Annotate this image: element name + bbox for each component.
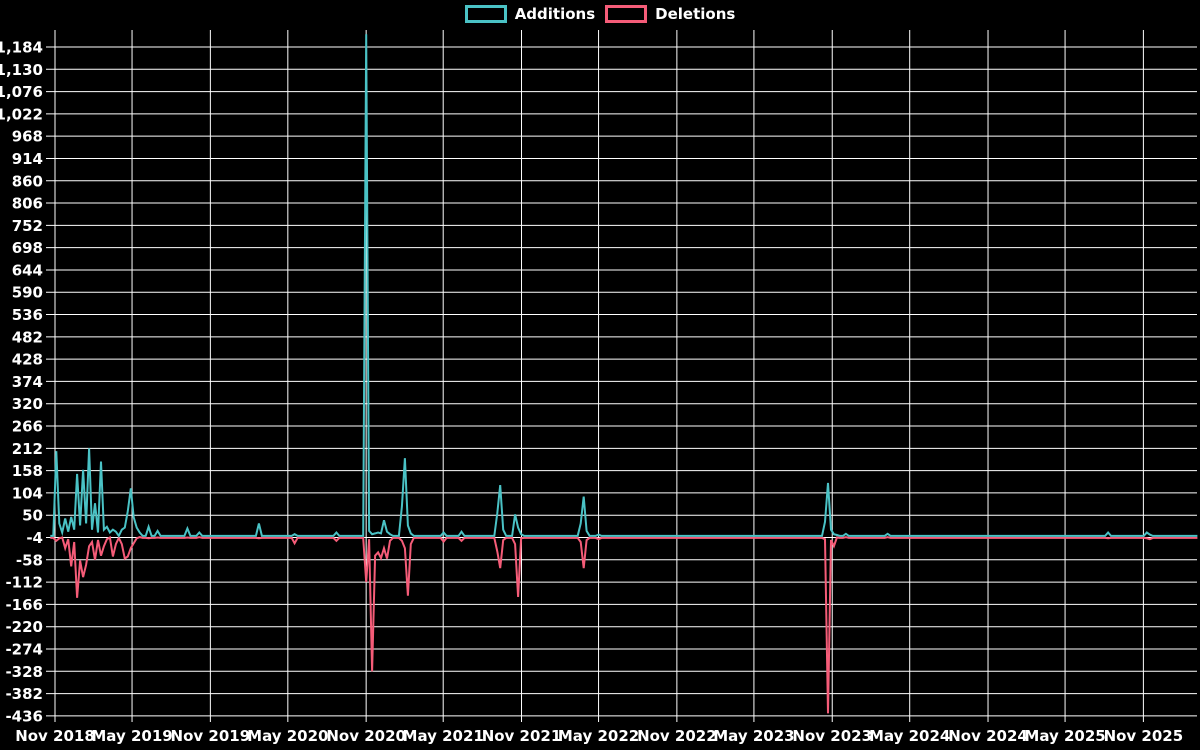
x-tick-label: Nov 2023 [792, 727, 872, 745]
y-tick-label: 374 [12, 373, 43, 391]
x-tick-label: Nov 2022 [637, 727, 717, 745]
x-gridlines [54, 30, 1144, 722]
y-tick-label: 266 [12, 418, 43, 436]
chart-legend: Additions Deletions [0, 5, 1200, 23]
y-gridlines [46, 46, 1197, 717]
y-tick-label: 1,130 [0, 61, 43, 79]
y-tick-label: -220 [5, 618, 43, 636]
y-tick-label: 914 [12, 150, 43, 168]
y-tick-label: 104 [12, 484, 43, 502]
x-tick-label: May 2022 [558, 727, 639, 745]
additions-swatch [464, 5, 507, 23]
y-tick-label: -58 [16, 551, 43, 569]
y-tick-label: 1,076 [0, 83, 43, 101]
y-tick-label: 1,184 [0, 38, 43, 56]
y-tick-label: 968 [12, 128, 43, 146]
y-tick-label: 1,022 [0, 105, 43, 123]
y-tick-label: -166 [5, 596, 43, 614]
y-tick-label: 320 [12, 395, 43, 413]
x-tick-label: May 2019 [91, 727, 172, 745]
y-tick-label: -112 [5, 574, 43, 592]
y-tick-label: 752 [12, 217, 43, 235]
x-tick-label: Nov 2019 [171, 727, 251, 745]
y-tick-label: 482 [12, 328, 43, 346]
x-tick-label: Nov 2018 [15, 727, 95, 745]
y-tick-label: -274 [5, 640, 43, 658]
y-tick-label: 212 [12, 440, 43, 458]
additions-line [50, 34, 1198, 538]
deletions-line [50, 535, 1198, 714]
y-tick-label: -328 [5, 663, 43, 681]
y-tick-label: 806 [12, 195, 43, 213]
x-tick-label: May 2021 [403, 727, 484, 745]
x-tick-label: Nov 2021 [482, 727, 562, 745]
deletions-swatch [605, 5, 648, 23]
y-tick-label: 158 [12, 462, 43, 480]
y-axis-labels: 1,184 1,130 1,076 1,022 968 914 860 806 752 698 64… [0, 38, 43, 725]
y-tick-label: 50 [22, 507, 43, 525]
x-tick-label: May 2024 [869, 727, 950, 745]
y-tick-label: 698 [12, 239, 43, 257]
y-tick-label: 590 [12, 284, 43, 302]
x-tick-label: Nov 2020 [326, 727, 406, 745]
x-tick-label: Nov 2024 [948, 727, 1028, 745]
x-tick-label: May 2023 [713, 727, 794, 745]
legend-item-deletions[interactable]: Deletions [605, 5, 735, 23]
y-tick-label: 860 [12, 172, 43, 190]
x-tick-label: May 2020 [247, 727, 328, 745]
x-tick-label: Nov 2025 [1104, 727, 1184, 745]
legend-item-additions[interactable]: Additions [464, 4, 596, 23]
y-tick-label: -4 [26, 529, 43, 547]
deletions-legend-label: Deletions [655, 4, 736, 23]
y-tick-label: 536 [12, 306, 43, 324]
y-tick-label: -382 [5, 685, 43, 703]
x-tick-label: May 2025 [1024, 727, 1105, 745]
y-tick-label: 428 [12, 351, 43, 369]
y-tick-label: -436 [5, 707, 43, 725]
y-tick-label: 644 [12, 261, 43, 279]
additions-legend-label: Additions [514, 4, 596, 23]
